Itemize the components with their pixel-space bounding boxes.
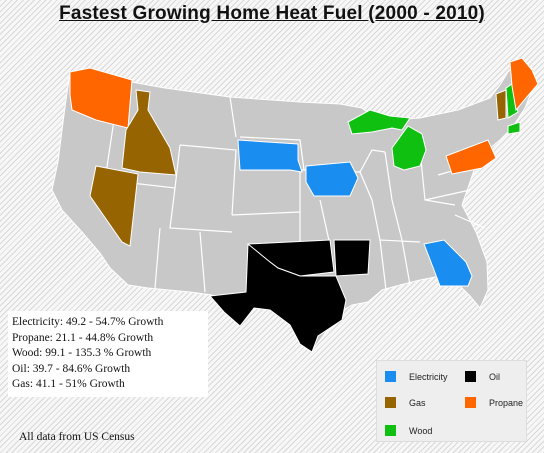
stat-gas: Gas: 41.1 - 51% Growth: [12, 378, 125, 391]
legend-label: Gas: [409, 398, 426, 408]
legend-label: Wood: [409, 426, 433, 436]
legend-swatch: [465, 397, 476, 408]
stat-electricity: Electricity: 49.2 - 54.7% Growth: [12, 316, 164, 328]
state-georgia: [423, 239, 473, 287]
legend-swatch: [385, 371, 396, 382]
state-michigan: [347, 109, 427, 171]
stat-wood: Wood: 99.1 - 135.3 % Growth: [12, 347, 152, 360]
state-connecticut: [507, 121, 521, 135]
state-arkansas: [333, 239, 371, 277]
legend-swatch: [465, 371, 476, 382]
state-new-hampshire: [505, 83, 519, 119]
state-pennsylvania: [445, 139, 497, 175]
state-idaho: [121, 89, 177, 176]
stat-oil: Oil: 39.7 - 84.6% Growth: [12, 362, 131, 375]
stat-propane: Propane: 21.1 - 44.8% Growth: [12, 331, 154, 344]
map-legend: Electricity Oil Gas Propane Wood: [376, 360, 527, 442]
source-note: All data from US Census: [19, 431, 135, 443]
state-nevada: [89, 165, 139, 247]
state-vermont: [495, 89, 507, 121]
legend-swatch: [385, 397, 396, 408]
growth-stats-box: Electricity: 49.2 - 54.7% Growth Propane…: [8, 311, 208, 397]
state-washington: [69, 67, 133, 129]
legend-label: Oil: [489, 372, 500, 382]
state-south-dakota: [237, 139, 303, 173]
legend-label: Electricity: [409, 372, 448, 382]
legend-label: Propane: [489, 398, 524, 408]
state-texas: [208, 242, 347, 353]
map-title: Fastest Growing Home Heat Fuel (2000 - 2…: [59, 3, 485, 24]
legend-swatch: [385, 425, 396, 436]
state-iowa: [305, 161, 359, 197]
state-maine: [509, 57, 539, 112]
